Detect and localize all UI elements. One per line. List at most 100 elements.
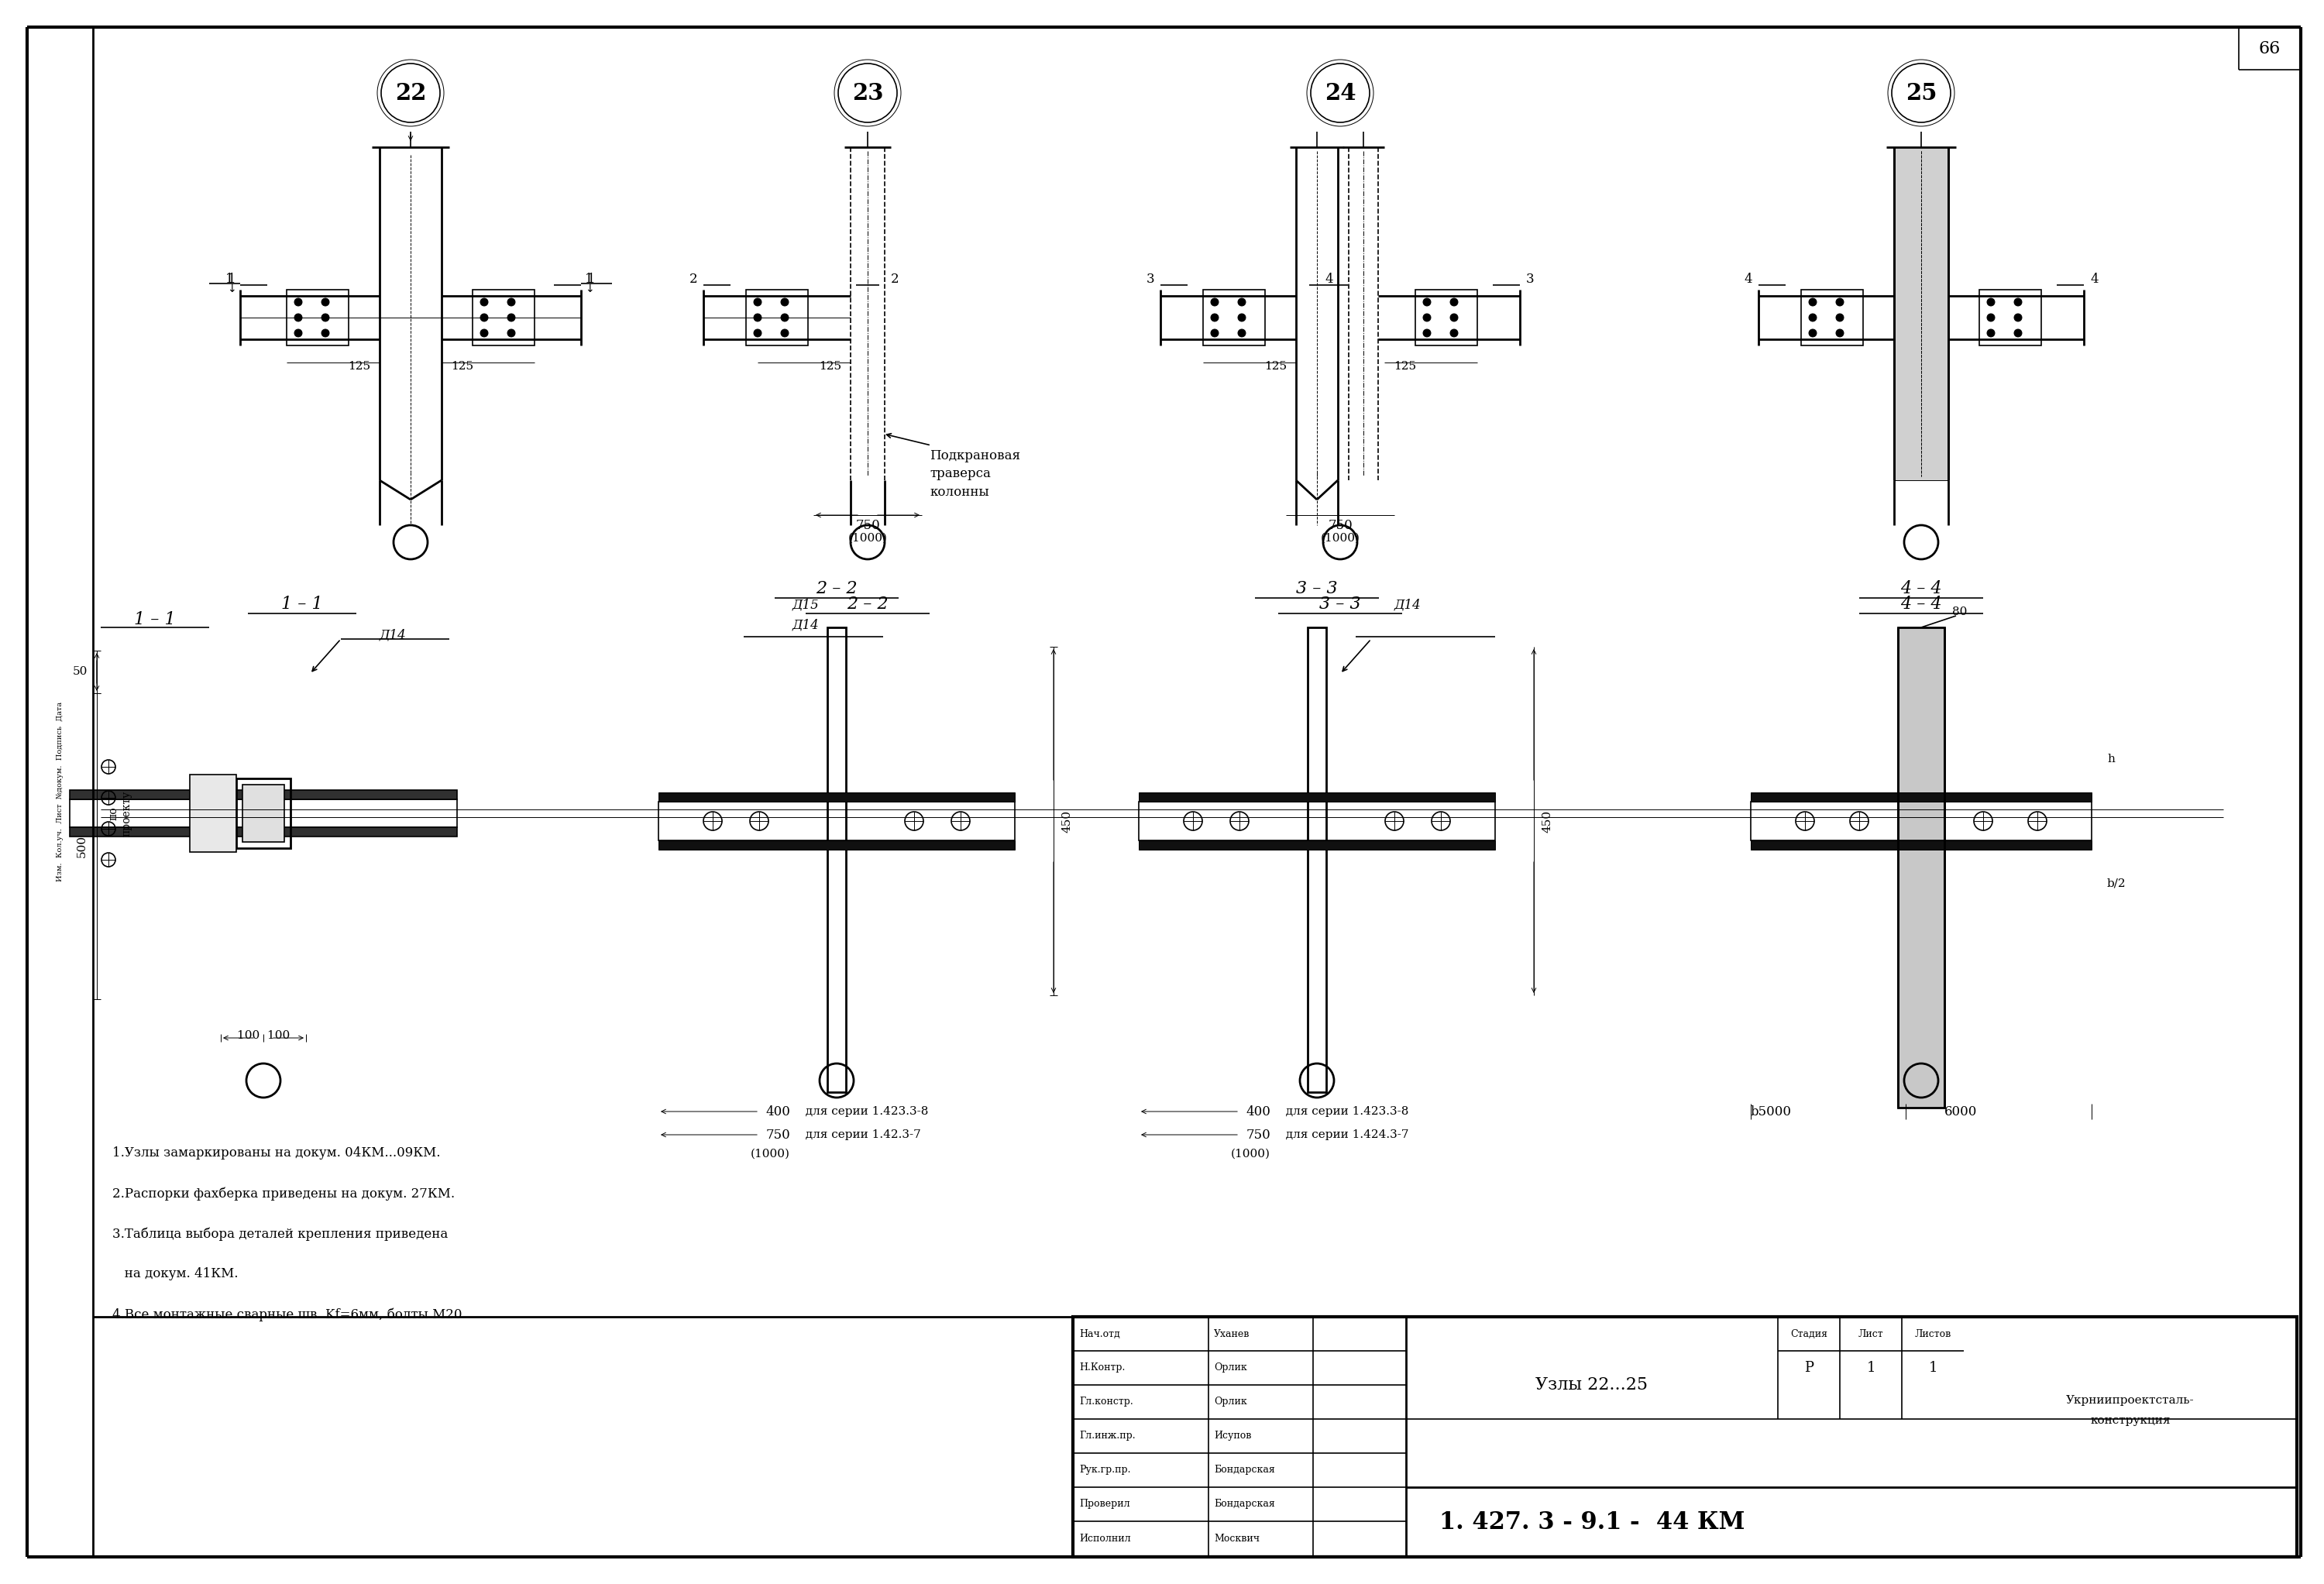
Bar <box>1308 627 1327 1091</box>
Text: 750: 750 <box>855 520 881 532</box>
Circle shape <box>1987 298 1994 306</box>
Text: для серии 1.423.3-8: для серии 1.423.3-8 <box>797 1106 927 1117</box>
Text: для серии 1.423.3-8: для серии 1.423.3-8 <box>1278 1106 1408 1117</box>
Text: 4.Все монтажные сварные шв  Kf=6мм, болты М20: 4.Все монтажные сварные шв Kf=6мм, болты… <box>112 1307 462 1321</box>
Circle shape <box>781 314 788 322</box>
Circle shape <box>1239 329 1246 337</box>
Circle shape <box>481 329 488 337</box>
Circle shape <box>481 298 488 306</box>
Bar <box>658 802 1016 841</box>
Circle shape <box>1836 314 1843 322</box>
Text: Исполнил: Исполнил <box>1078 1533 1132 1543</box>
Circle shape <box>1422 329 1432 337</box>
Bar <box>472 290 535 345</box>
Text: h: h <box>2108 754 2115 765</box>
Bar <box>1980 290 2040 345</box>
Circle shape <box>1239 314 1246 322</box>
Text: 4 – 4: 4 – 4 <box>1901 580 1943 597</box>
Text: 4: 4 <box>1743 272 1752 285</box>
Circle shape <box>1211 329 1218 337</box>
Circle shape <box>295 329 302 337</box>
Circle shape <box>1450 329 1457 337</box>
Text: 2 – 2: 2 – 2 <box>846 596 888 613</box>
Bar <box>827 627 846 1091</box>
Text: 1: 1 <box>586 272 593 285</box>
Text: Гл.инж.пр.: Гл.инж.пр. <box>1078 1430 1136 1441</box>
Text: 400: 400 <box>765 1106 790 1118</box>
Circle shape <box>295 298 302 306</box>
Text: 125: 125 <box>451 361 474 372</box>
Text: 125: 125 <box>349 361 370 372</box>
Text: 1: 1 <box>588 272 595 285</box>
Text: Рук.гр.пр.: Рук.гр.пр. <box>1078 1465 1129 1475</box>
Circle shape <box>481 314 488 322</box>
Circle shape <box>781 298 788 306</box>
Text: (1000): (1000) <box>751 1148 790 1159</box>
Circle shape <box>1987 329 1994 337</box>
Bar <box>1801 290 1864 345</box>
Circle shape <box>321 298 330 306</box>
Circle shape <box>753 314 762 322</box>
Text: 4: 4 <box>2089 272 2099 285</box>
Text: 50: 50 <box>72 667 88 676</box>
Circle shape <box>1450 314 1457 322</box>
Text: Проверил: Проверил <box>1078 1498 1129 1510</box>
Bar <box>1750 802 2092 841</box>
Text: 3: 3 <box>1527 272 1534 285</box>
Text: (1000): (1000) <box>1320 532 1360 543</box>
Bar <box>746 290 809 345</box>
Circle shape <box>1836 329 1843 337</box>
Text: Листов: Листов <box>1915 1329 1952 1338</box>
Bar <box>1415 290 1478 345</box>
Text: 1: 1 <box>225 272 235 285</box>
Text: 750: 750 <box>765 1128 790 1142</box>
Circle shape <box>507 314 516 322</box>
Bar <box>242 784 284 843</box>
Text: Укрниипроектсталь-: Укрниипроектсталь- <box>2066 1396 2194 1407</box>
Text: 750: 750 <box>1246 1128 1271 1142</box>
Text: 22: 22 <box>395 82 425 105</box>
Text: Москвич: Москвич <box>1213 1533 1260 1543</box>
Circle shape <box>507 329 516 337</box>
Text: Исупов: Исупов <box>1213 1430 1250 1441</box>
Text: Д14: Д14 <box>792 618 818 632</box>
Text: 1 – 1: 1 – 1 <box>135 611 177 629</box>
Text: 2: 2 <box>688 272 697 285</box>
Bar <box>1139 841 1494 849</box>
Circle shape <box>1211 298 1218 306</box>
Bar <box>1894 147 1948 480</box>
Text: 23: 23 <box>853 82 883 105</box>
Text: 4 – 4: 4 – 4 <box>1901 596 1943 613</box>
Circle shape <box>1808 298 1817 306</box>
Circle shape <box>2015 314 2022 322</box>
Bar <box>70 827 458 836</box>
Bar <box>658 792 1016 802</box>
Text: Уханев: Уханев <box>1213 1329 1250 1338</box>
Circle shape <box>1422 314 1432 322</box>
Text: конструкция: конструкция <box>2089 1415 2171 1426</box>
Circle shape <box>753 329 762 337</box>
Text: Д14: Д14 <box>1394 599 1422 611</box>
Text: 1 – 1: 1 – 1 <box>281 596 323 613</box>
Text: (1000): (1000) <box>1232 1148 1271 1159</box>
Circle shape <box>781 329 788 337</box>
Text: Орлик: Орлик <box>1213 1362 1248 1373</box>
Text: 3 – 3: 3 – 3 <box>1320 596 1362 613</box>
Bar <box>237 778 290 847</box>
Text: Р: Р <box>1803 1361 1813 1375</box>
Circle shape <box>1836 298 1843 306</box>
Text: Узлы 22...25: Узлы 22...25 <box>1536 1376 1648 1394</box>
Text: 100  100: 100 100 <box>237 1030 290 1041</box>
Circle shape <box>1239 298 1246 306</box>
Circle shape <box>1987 314 1994 322</box>
Text: Нач.отд: Нач.отд <box>1078 1329 1120 1338</box>
Text: 400: 400 <box>1246 1106 1271 1118</box>
Text: 125: 125 <box>1264 361 1287 372</box>
Text: b/2: b/2 <box>2108 878 2126 889</box>
Circle shape <box>753 298 762 306</box>
Text: 1. 427. 3 - 9.1 -  44 КМ: 1. 427. 3 - 9.1 - 44 КМ <box>1439 1510 1745 1533</box>
Text: 3: 3 <box>1146 272 1155 285</box>
Text: Бондарская: Бондарская <box>1213 1498 1276 1510</box>
Text: на докум. 41КМ.: на докум. 41КМ. <box>112 1267 237 1280</box>
Text: 750: 750 <box>1327 520 1353 532</box>
